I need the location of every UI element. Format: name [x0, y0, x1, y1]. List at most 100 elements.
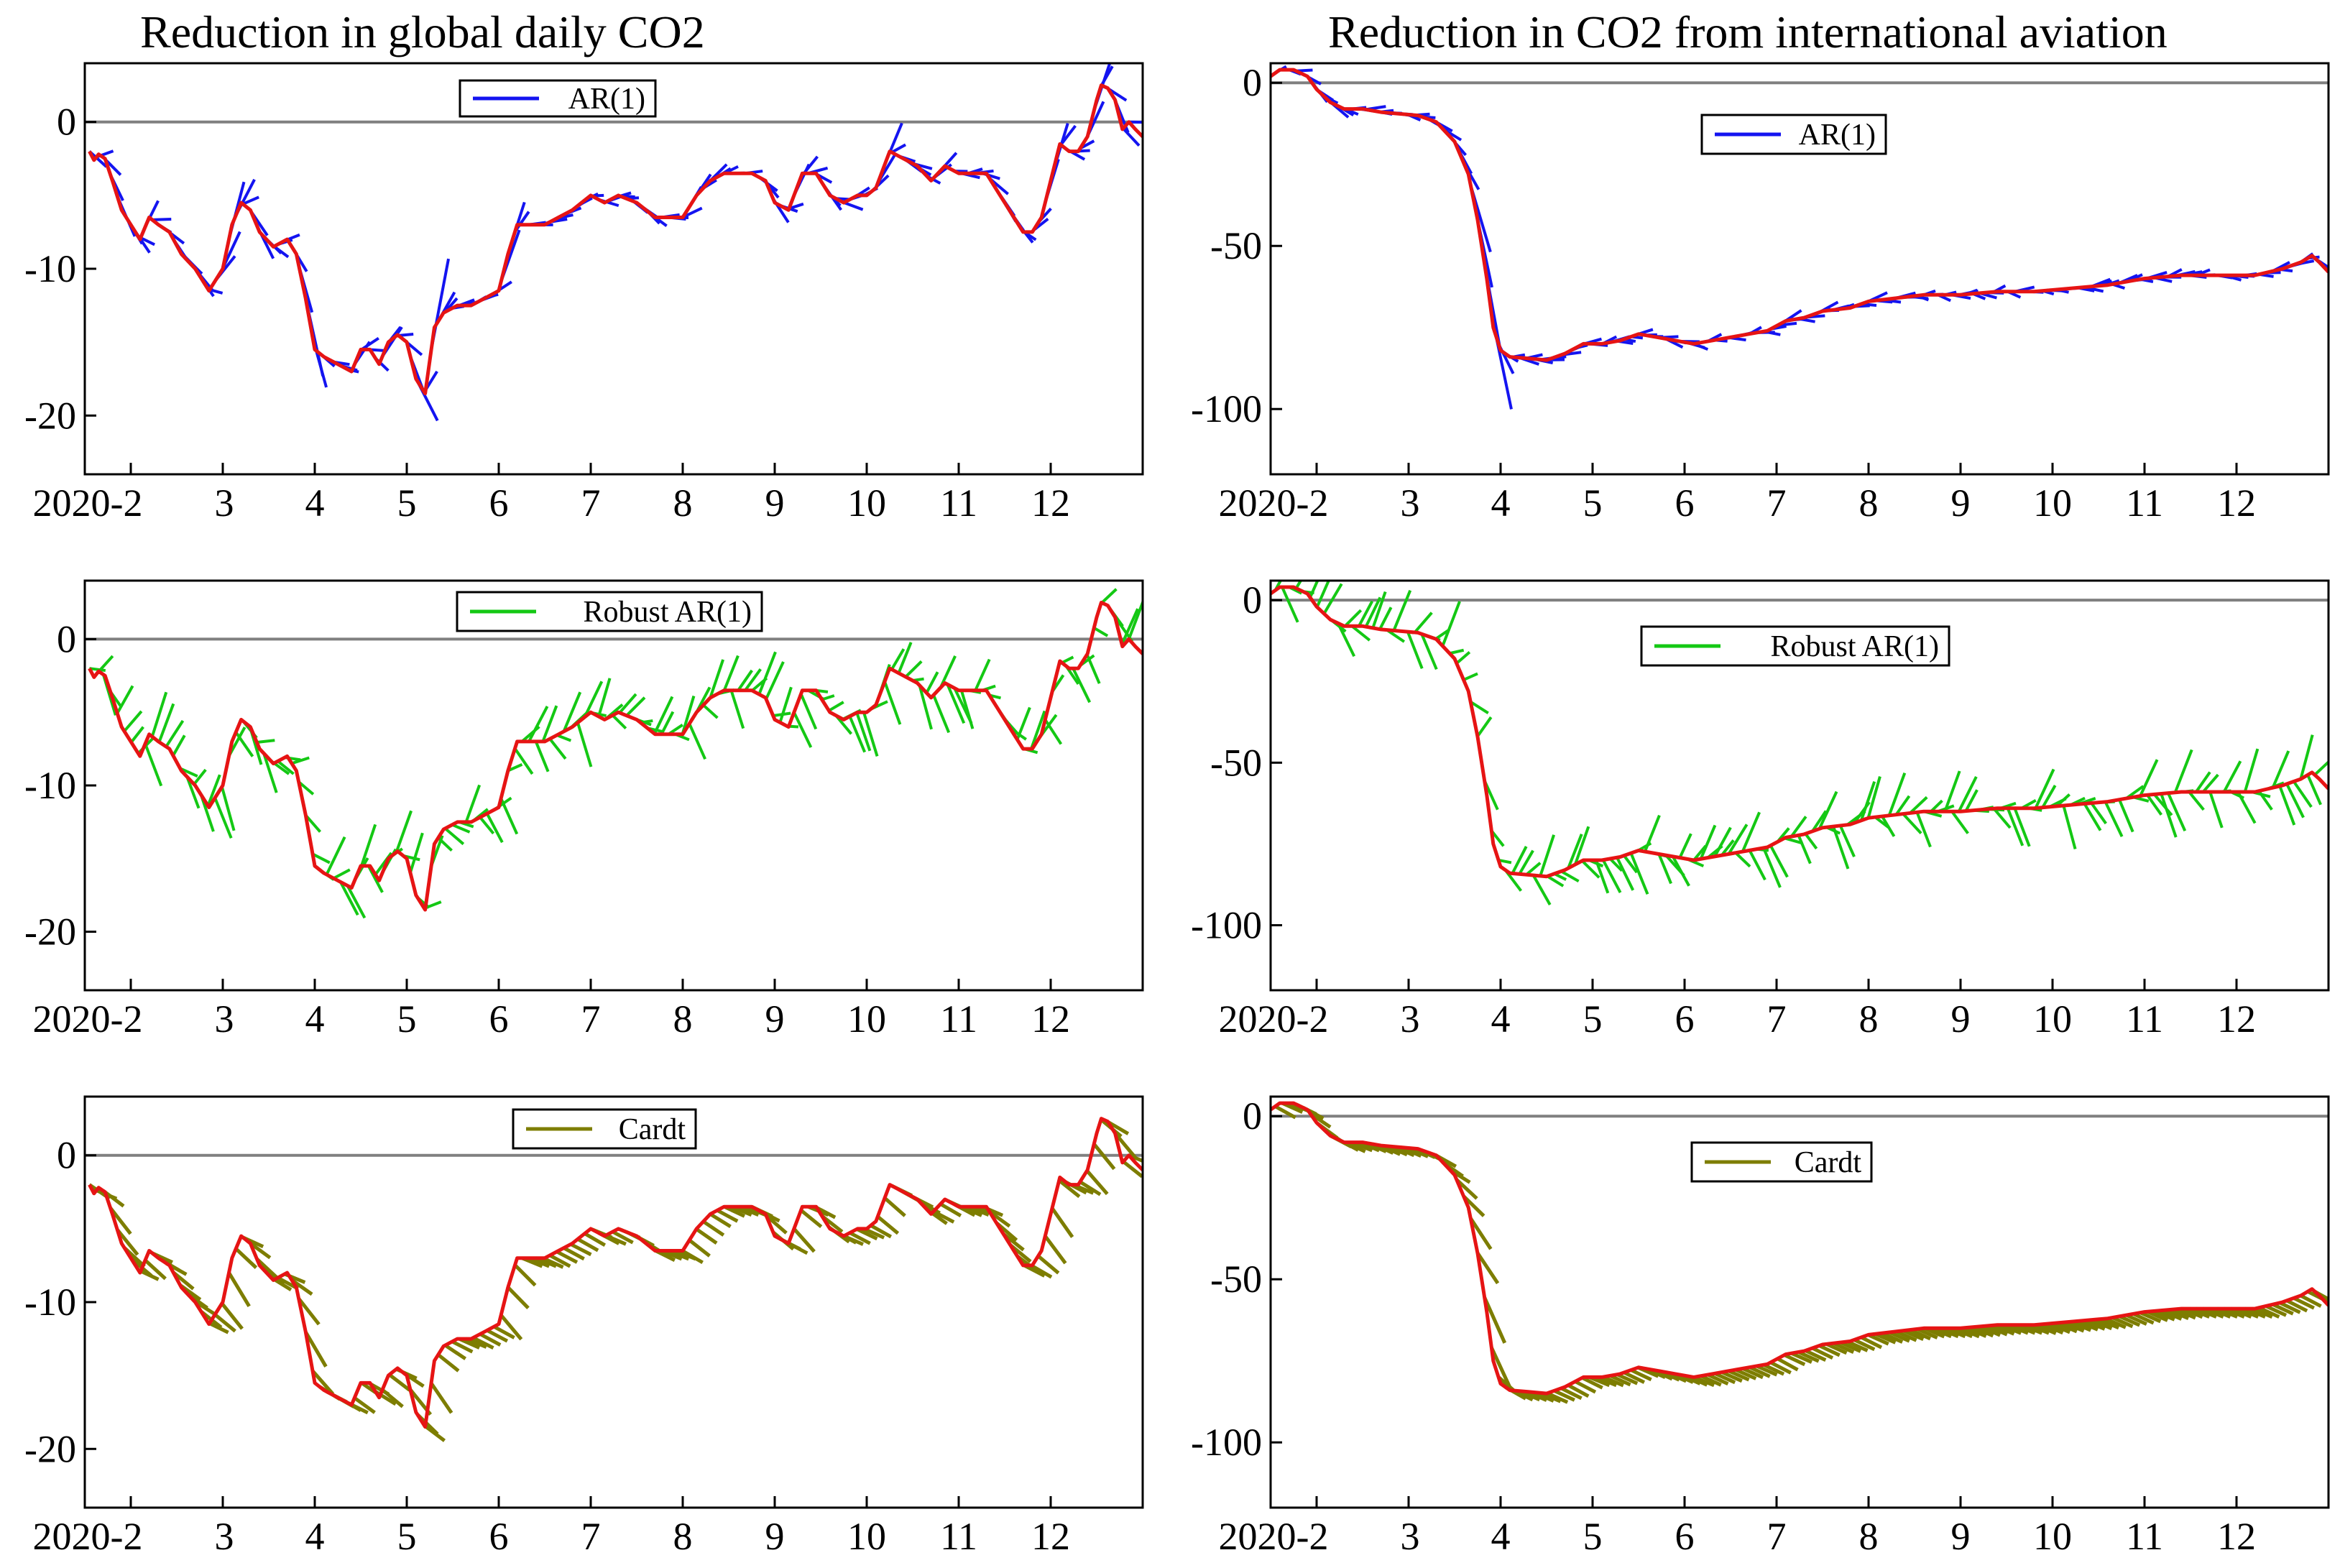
forecast-line [939, 655, 957, 688]
forecast-line [1992, 807, 2012, 829]
forecast-line [499, 798, 519, 835]
x-tick-label: 11 [2126, 1515, 2163, 1558]
forecast-line [1608, 857, 1623, 872]
x-tick-label: 5 [1583, 997, 1603, 1041]
y-tick-label: -20 [24, 910, 76, 954]
forecast-line [486, 1329, 509, 1343]
forecast-line [1699, 824, 1717, 860]
forecast-line [1079, 1180, 1102, 1196]
forecast-line [681, 1249, 704, 1265]
panel-0-0-frame [83, 62, 1144, 476]
x-tick-label: 6 [1675, 1515, 1695, 1558]
forecast-line [612, 1230, 634, 1245]
forecast-line [855, 712, 872, 752]
forecast-line [1790, 1351, 1812, 1364]
forecast-line [1692, 844, 1707, 862]
forecast-line [1309, 581, 1319, 599]
forecast-line [2285, 783, 2305, 818]
forecast-line [548, 1253, 571, 1268]
forecast-line [2111, 1316, 2134, 1329]
forecast-line [959, 690, 975, 729]
x-tick-label: 10 [2033, 997, 2072, 1041]
forecast-line [828, 701, 844, 712]
forecast-line [2173, 749, 2193, 793]
forecast-line [1916, 1327, 1938, 1339]
forecast-line [513, 747, 534, 775]
forecast-line [2139, 1311, 2162, 1324]
forecast-line [165, 719, 185, 748]
forecast-line [1887, 773, 1907, 816]
y-tick-label: -10 [24, 764, 76, 807]
forecast-line [862, 711, 879, 757]
forecast-line [1546, 1391, 1569, 1404]
forecast-line [1853, 1338, 1876, 1352]
forecast-line [729, 690, 745, 729]
forecast-line [799, 1209, 823, 1229]
forecast-line [1721, 839, 1735, 857]
forecast-line [1707, 1373, 1729, 1386]
panel-0-1: 0 -50 -100 2020-2 3 4 5 6 7 8 9 10 11 12 AR(1) [1191, 61, 2330, 525]
forecast-line [1036, 1254, 1060, 1275]
forecast-line [1015, 706, 1031, 740]
forecast-line [1058, 1179, 1081, 1199]
forecast-line [1874, 1332, 1897, 1345]
forecast-line [2293, 780, 2313, 808]
forecast-line [472, 1336, 494, 1350]
forecast-line [604, 1233, 627, 1246]
panel-1-0-legend: Robust AR(1) [456, 591, 763, 632]
forecast-line [1790, 816, 1807, 838]
forecast-line [2313, 760, 2329, 776]
forecast-line [1602, 1375, 1624, 1388]
forecast-line [360, 824, 377, 867]
forecast-line [1692, 1375, 1715, 1388]
forecast-line [702, 1219, 725, 1237]
forecast-line [904, 660, 923, 678]
forecast-line [842, 1234, 864, 1246]
x-tick-label: 10 [847, 997, 886, 1041]
forecast-line [451, 1339, 474, 1354]
forecast-line [939, 1202, 962, 1217]
legend-label: Cardt [1795, 1146, 1862, 1179]
forecast-line [1546, 875, 1565, 887]
forecast-line [227, 1271, 251, 1308]
forecast-line [360, 336, 379, 351]
forecast-line [1881, 1331, 1904, 1344]
forecast-line [737, 669, 753, 691]
forecast-line [1371, 591, 1387, 629]
forecast-line [1085, 654, 1101, 684]
forecast-line [1127, 598, 1143, 640]
forecast-line [1560, 1386, 1583, 1401]
x-tick-label: 7 [581, 481, 601, 525]
forecast-line [513, 1263, 537, 1287]
forecast-line [1449, 648, 1465, 655]
y-tick-label: -50 [1210, 1258, 1262, 1301]
y-tick-label: 0 [57, 1134, 76, 1177]
panel-2-0-legend: Cardt [512, 1108, 697, 1150]
forecast-line [1498, 858, 1512, 864]
forecast-line [1797, 834, 1812, 864]
x-tick-label: 8 [1859, 481, 1879, 525]
forecast-line [1769, 1360, 1792, 1375]
forecast-line [1581, 1376, 1603, 1390]
forecast-line [1581, 859, 1600, 879]
forecast-line [2243, 748, 2260, 793]
forecast-line [925, 671, 939, 694]
x-tick-label: 7 [1767, 997, 1787, 1041]
forecast-line [1721, 1370, 1743, 1383]
forecast-line [890, 648, 906, 670]
forecast-line [1274, 1104, 1296, 1120]
forecast-line [1735, 1368, 1757, 1380]
forecast-line [116, 1228, 139, 1256]
forecast-line [130, 726, 144, 744]
panel-1-1-legend: Robust AR(1) [1640, 625, 1950, 667]
x-tick-label: 2020-2 [1219, 481, 1329, 525]
x-tick-label: 9 [765, 481, 785, 525]
forecast-line [2034, 768, 2055, 809]
forecast-line [1727, 824, 1749, 855]
forecast-line [1469, 1217, 1493, 1250]
forecast-line [883, 1196, 906, 1217]
forecast-line [1671, 855, 1690, 887]
forecast-line [1475, 1252, 1500, 1285]
forecast-line [556, 734, 572, 742]
x-tick-label: 12 [2217, 1515, 2256, 1558]
